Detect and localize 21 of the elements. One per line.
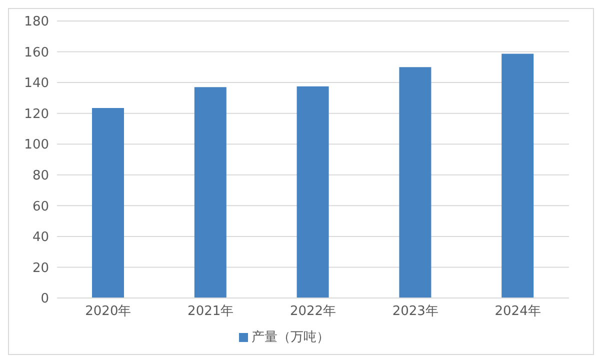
y-tick-label: 160 (24, 45, 49, 60)
bar (399, 67, 432, 298)
x-tick-label: 2022年 (290, 304, 336, 320)
y-tick-label: 100 (24, 138, 49, 153)
x-tick-label: 2021年 (188, 304, 234, 320)
y-tick-label: 60 (32, 199, 49, 214)
y-tick-label: 20 (32, 260, 49, 276)
bar (92, 108, 124, 298)
y-tick-label: 40 (32, 230, 49, 246)
x-tick-label: 2020年 (85, 304, 132, 320)
bar (296, 86, 329, 298)
bar (502, 54, 534, 298)
bar (194, 87, 226, 298)
y-tick-label: 80 (32, 168, 49, 184)
x-tick-label: 2023年 (392, 304, 438, 320)
x-tick-label: 2024年 (494, 304, 541, 320)
y-tick-label: 180 (24, 14, 49, 30)
legend-label: 产量（万吨） (252, 330, 330, 345)
y-tick-label: 0 (40, 292, 49, 307)
y-tick-label: 120 (24, 106, 49, 122)
y-tick-label: 140 (24, 76, 49, 92)
